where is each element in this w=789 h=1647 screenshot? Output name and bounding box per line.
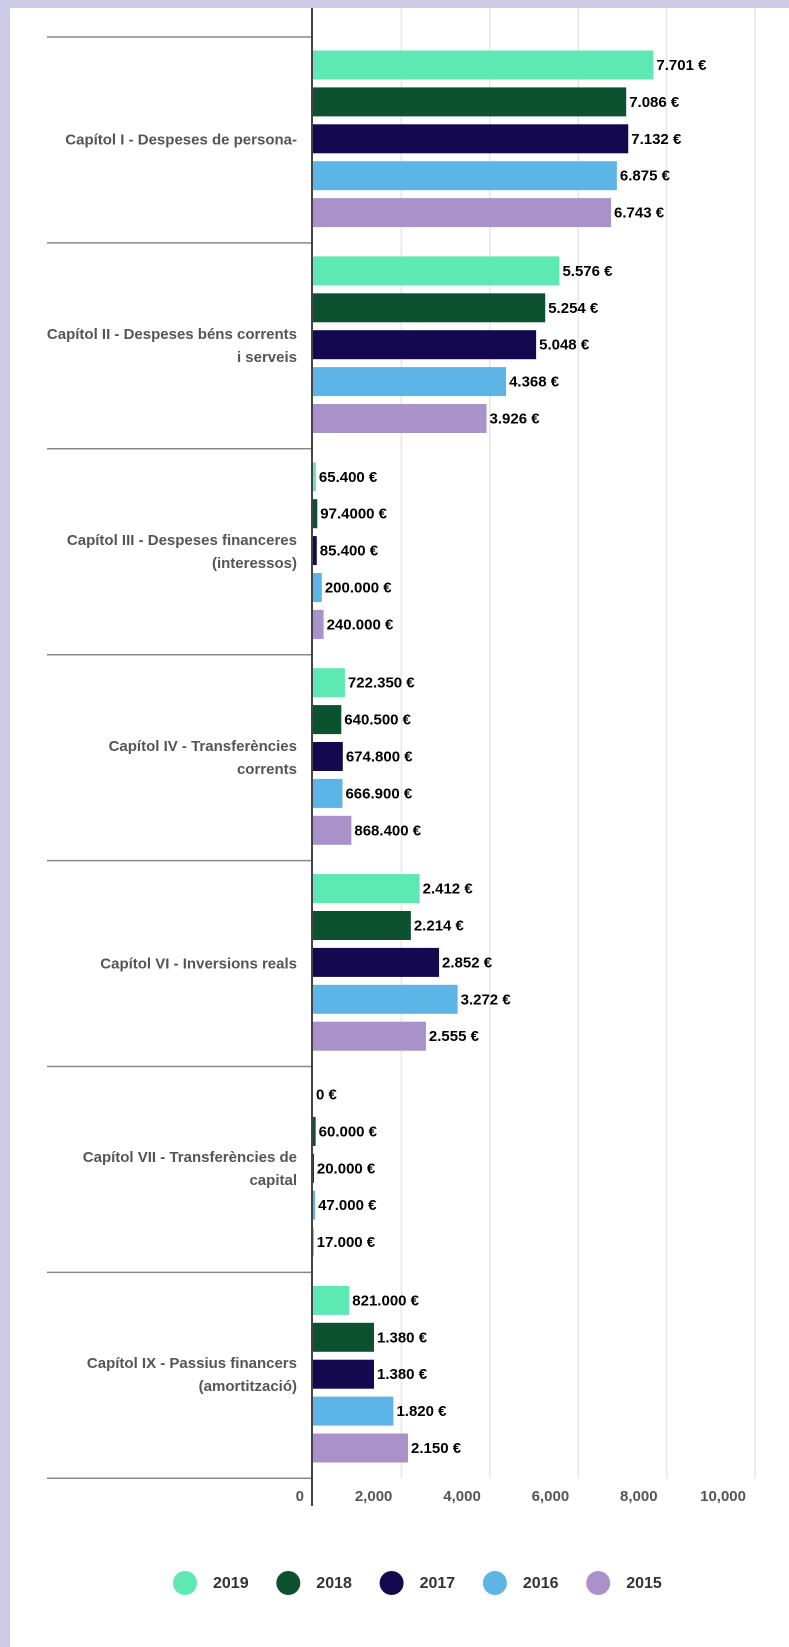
x-tick-label: 10,000 [700,1488,746,1505]
bar [313,293,546,323]
value-label: 3.926 € [490,410,541,427]
bar [313,50,654,80]
legend-label: 2017 [420,1575,456,1592]
bar [313,256,560,286]
bar [313,1285,350,1315]
bar [313,742,343,771]
bar [313,1116,316,1146]
bar [313,874,420,904]
bar [313,1153,314,1183]
bar [313,911,411,940]
x-tick-label: 8,000 [620,1488,658,1505]
value-label: 7.086 € [629,94,680,111]
value-label: 4.368 € [509,374,560,391]
bar [313,1433,409,1463]
bar [313,198,612,228]
bar [313,1190,316,1220]
legend-label: 2016 [523,1575,559,1592]
value-label: 6.743 € [614,205,665,222]
value-label: 65.400 € [319,469,378,486]
bar [313,536,317,566]
bar [313,815,352,845]
value-label: 2.412 € [423,881,474,898]
value-label: 7.701 € [656,57,707,74]
value-label: 3.272 € [461,991,512,1008]
category-label: Capítol I - Despeses de persona- [65,131,297,149]
value-label: 60.000 € [319,1123,378,1140]
value-label: 47.000 € [318,1197,377,1214]
legend-marker [379,1571,404,1595]
bar [313,705,342,735]
bar [313,1396,394,1426]
value-label: 868.400 € [354,822,421,839]
value-label: 0 € [316,1086,338,1103]
x-tick-label: 2,000 [355,1488,393,1505]
bar [313,367,507,397]
value-label: 85.400 € [320,543,379,560]
value-label: 1.380 € [377,1329,428,1346]
value-label: 1.380 € [377,1366,428,1383]
legend-marker [586,1571,611,1595]
legend-label: 2018 [316,1575,352,1592]
value-label: 17.000 € [317,1234,376,1251]
legend-marker [276,1571,301,1595]
value-label: 821.000 € [352,1292,419,1309]
value-label: 722.350 € [348,675,415,692]
bar [313,1227,314,1257]
value-label: 5.048 € [539,337,590,354]
value-label: 2.150 € [411,1440,462,1457]
x-tick-label: 6,000 [532,1488,570,1505]
value-label: 240.000 € [327,616,394,633]
value-label: 20.000 € [317,1160,376,1177]
bar [313,330,537,360]
value-label: 2.214 € [414,917,465,934]
value-label: 7.132 € [631,131,682,148]
legend-label: 2019 [213,1575,249,1592]
category-label: Capítol III - Despeses financeres (inter… [66,531,297,572]
x-tick-label: 4,000 [443,1488,481,1505]
bar [313,499,318,529]
bar [313,609,324,639]
value-label: 640.500 € [344,712,411,729]
value-label: 2.555 € [429,1028,480,1045]
bar [313,124,629,154]
bar [313,404,487,433]
bar [313,462,316,492]
value-label: 5.576 € [562,263,613,280]
category-label: Capítol VI - Inversions reals [100,955,297,973]
bar [313,668,345,698]
legend-label: 2015 [626,1575,662,1592]
bar [313,161,617,191]
category-label: Capítol IX - Passius financers (amortitz… [86,1355,297,1396]
value-label: 6.875 € [620,168,671,185]
category-label: Capítol VII - Transferències de capital [82,1149,297,1190]
bar [313,1322,374,1352]
bar [313,1021,426,1051]
bar [313,778,343,808]
value-label: 2.852 € [442,954,493,971]
value-label: 200.000 € [325,579,392,596]
value-label: 97.4000 € [320,506,387,523]
value-label: 666.900 € [345,785,412,802]
bar [313,87,627,117]
value-label: 5.254 € [548,300,599,317]
x-tick-label: 0 [296,1488,304,1505]
category-label: Capítol II - Despeses béns corrents i se… [46,325,297,366]
legend-marker [173,1571,197,1595]
value-label: 674.800 € [346,748,413,765]
bar [313,947,440,977]
value-label: 1.820 € [396,1403,447,1420]
bar [313,984,458,1014]
bar [313,573,322,602]
legend-marker [482,1571,507,1595]
category-label: Capítol IV - Transferències corrents [108,737,297,778]
bar [313,1359,374,1389]
